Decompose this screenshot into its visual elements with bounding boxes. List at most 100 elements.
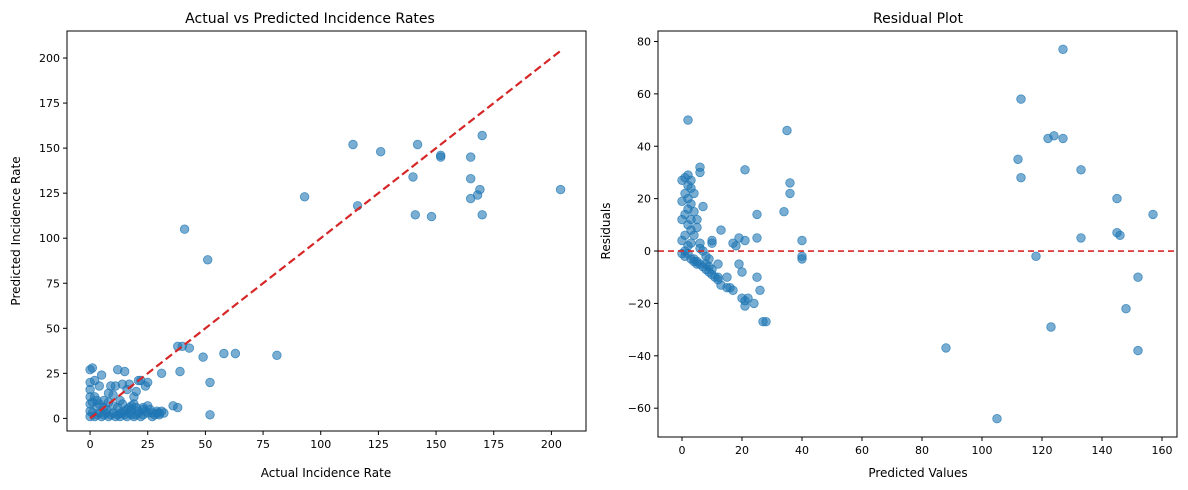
data-point: [716, 225, 726, 235]
x-tick-label: 75: [256, 438, 270, 451]
data-point: [466, 193, 476, 204]
x-tick-label: 175: [483, 438, 504, 451]
x-axis-label: Predicted Values: [868, 466, 967, 480]
data-point: [686, 214, 696, 225]
data-point: [1043, 133, 1053, 144]
x-tick-label: 0: [679, 444, 686, 457]
data-point: [555, 184, 566, 195]
y-tick-label: 200: [39, 52, 60, 65]
data-point: [1076, 233, 1086, 243]
x-tick-label: 25: [141, 438, 155, 451]
data-point: [159, 408, 169, 418]
data-point: [737, 293, 747, 303]
scatter-panel-residuals: Residual Plot 0 20 40 60 80 100 120 140 160 −60 −4…: [599, 11, 1178, 480]
data-point: [1076, 165, 1086, 175]
data-point: [1112, 193, 1122, 204]
data-point: [722, 272, 732, 282]
data-point: [782, 125, 792, 136]
data-point: [758, 317, 768, 327]
y-tick-label: 125: [39, 187, 60, 200]
data-point: [412, 139, 423, 150]
data-point: [376, 146, 386, 157]
x-tick-label: 100: [972, 444, 993, 457]
data-point: [87, 397, 98, 407]
data-point: [112, 365, 123, 375]
y-tick-label: 20: [637, 193, 651, 206]
x-tick-label: 125: [368, 438, 389, 451]
x-axis-label: Actual Incidence Rate: [261, 466, 391, 480]
data-point: [1016, 172, 1026, 183]
axes-frame: [657, 30, 1178, 438]
x-tick-label: 80: [915, 444, 929, 457]
x-tick-label: 20: [735, 444, 749, 457]
y-axis-label: Residuals: [599, 203, 613, 260]
data-point: [752, 209, 762, 220]
data-point: [683, 204, 693, 214]
data-point: [740, 301, 750, 311]
data-point: [797, 254, 807, 264]
data-point: [410, 210, 421, 220]
data-point: [677, 235, 687, 246]
x-tick-label: 40: [795, 444, 809, 457]
data-point: [728, 238, 738, 248]
data-point: [698, 201, 708, 212]
data-point: [779, 206, 789, 217]
data-point: [115, 395, 125, 406]
data-point: [205, 377, 215, 388]
data-point: [466, 152, 476, 162]
data-point: [1031, 251, 1041, 261]
data-point: [740, 165, 750, 175]
data-point: [686, 238, 696, 248]
chart-title: Residual Plot: [873, 11, 963, 27]
y-tick-label: −20: [628, 297, 651, 310]
x-tick-label: 140: [1092, 444, 1113, 457]
data-point: [348, 139, 358, 150]
data-point: [677, 175, 687, 186]
data-point: [785, 188, 795, 199]
data-point: [272, 350, 282, 361]
data-point: [713, 259, 723, 269]
data-point: [755, 285, 765, 296]
data-point: [707, 238, 717, 248]
scatter-panel-actual-vs-predicted: Actual vs Predicted Incidence Rates 0 25 5…: [9, 11, 587, 480]
data-point: [683, 115, 693, 125]
data-point: [704, 254, 714, 264]
data-point: [713, 275, 723, 285]
y-tick-label: 40: [637, 140, 651, 153]
y-tick-label: 80: [637, 35, 651, 48]
data-point: [175, 366, 185, 377]
data-point: [408, 172, 418, 182]
data-point: [1058, 44, 1068, 55]
data-point: [749, 298, 759, 309]
data-point: [680, 188, 690, 199]
y-tick-label: 75: [46, 277, 60, 290]
data-point: [477, 130, 487, 141]
data-point: [1112, 227, 1122, 238]
data-point: [992, 414, 1002, 424]
data-point: [436, 152, 446, 162]
data-point: [156, 368, 167, 379]
x-tick-label: 60: [855, 444, 869, 457]
data-point: [299, 192, 310, 202]
y-tick-label: 0: [644, 245, 651, 258]
x-tick-label: 100: [310, 438, 331, 451]
chart-title: Actual vs Predicted Incidence Rates: [185, 11, 435, 27]
x-tick-label: 160: [1152, 444, 1173, 457]
data-point: [129, 399, 139, 409]
x-tick-label: 200: [541, 438, 562, 451]
data-point: [198, 352, 208, 362]
data-point: [734, 259, 744, 269]
y-tick-label: 60: [637, 88, 651, 101]
data-point: [1121, 304, 1131, 314]
data-point: [477, 210, 487, 220]
data-point: [941, 343, 951, 353]
y-tick-label: −60: [628, 402, 651, 415]
x-tick-label: 50: [198, 438, 212, 451]
data-point: [179, 224, 190, 234]
x-tick-label: 120: [1032, 444, 1053, 457]
data-point: [1013, 154, 1023, 165]
data-point: [219, 348, 229, 359]
data-point: [737, 267, 747, 277]
data-point: [1133, 345, 1143, 356]
